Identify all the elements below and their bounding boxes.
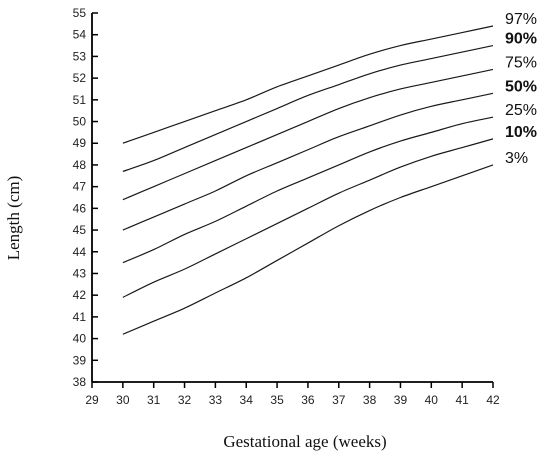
y-tick-label: 51 bbox=[73, 93, 87, 107]
axes bbox=[91, 13, 493, 383]
percentile-label: 75% bbox=[505, 54, 537, 71]
percentile-curve bbox=[122, 138, 494, 298]
y-tick-label: 50 bbox=[73, 115, 87, 129]
x-tick-label: 29 bbox=[85, 393, 99, 407]
y-tick-label: 42 bbox=[73, 288, 87, 302]
x-axis-title: Gestational age (weeks) bbox=[223, 432, 386, 451]
x-tick-label: 39 bbox=[394, 393, 408, 407]
percentile-curve bbox=[122, 116, 494, 264]
x-axis-ticks: 29 30 31 32 33 34 35 36 37 38 39 40 41 42 bbox=[85, 382, 500, 407]
x-tick-label: 34 bbox=[240, 393, 254, 407]
percentile-labels: 97% 90% 75% 50% 25% 10% 3% bbox=[505, 11, 537, 167]
y-tick-label: 40 bbox=[73, 332, 87, 346]
y-tick-label: 52 bbox=[73, 71, 87, 85]
y-tick-label: 44 bbox=[73, 245, 87, 259]
x-tick-label: 31 bbox=[147, 393, 161, 407]
y-tick-label: 55 bbox=[73, 6, 87, 20]
x-tick-label: 32 bbox=[178, 393, 192, 407]
x-tick-label: 40 bbox=[425, 393, 439, 407]
y-tick-label: 47 bbox=[73, 180, 87, 194]
percentile-label: 50% bbox=[505, 78, 537, 95]
y-tick-label: 41 bbox=[73, 310, 87, 324]
x-tick-label: 38 bbox=[363, 393, 377, 407]
percentile-curve bbox=[122, 25, 494, 144]
x-tick-label: 35 bbox=[270, 393, 284, 407]
percentile-curve bbox=[122, 44, 494, 173]
x-tick-label: 30 bbox=[116, 393, 130, 407]
percentile-curve bbox=[122, 164, 494, 335]
percentile-curve bbox=[122, 92, 494, 231]
y-tick-label: 53 bbox=[73, 49, 87, 63]
y-tick-label: 39 bbox=[73, 353, 87, 367]
x-tick-label: 42 bbox=[486, 393, 500, 407]
y-tick-label: 54 bbox=[73, 28, 87, 42]
x-tick-label: 37 bbox=[332, 393, 346, 407]
y-tick-label: 45 bbox=[73, 223, 87, 237]
percentile-label: 90% bbox=[505, 31, 537, 48]
y-tick-label: 38 bbox=[73, 375, 87, 389]
y-tick-label: 46 bbox=[73, 201, 87, 215]
percentile-label: 10% bbox=[505, 124, 537, 141]
percentile-curves bbox=[122, 25, 494, 335]
percentile-label: 3% bbox=[505, 150, 528, 167]
percentile-label: 25% bbox=[505, 102, 537, 119]
y-tick-label: 49 bbox=[73, 136, 87, 150]
x-tick-label: 33 bbox=[209, 393, 223, 407]
y-axis-ticks: 38 39 40 41 42 43 44 45 46 47 48 49 50 51 52 53 54 55 bbox=[73, 6, 98, 389]
percentile-label: 97% bbox=[505, 11, 537, 28]
y-tick-label: 43 bbox=[73, 266, 87, 280]
percentile-curve bbox=[122, 68, 494, 201]
y-axis-title: Length (cm) bbox=[4, 176, 23, 261]
x-tick-label: 36 bbox=[301, 393, 315, 407]
y-tick-label: 48 bbox=[73, 158, 87, 172]
x-tick-label: 41 bbox=[455, 393, 469, 407]
